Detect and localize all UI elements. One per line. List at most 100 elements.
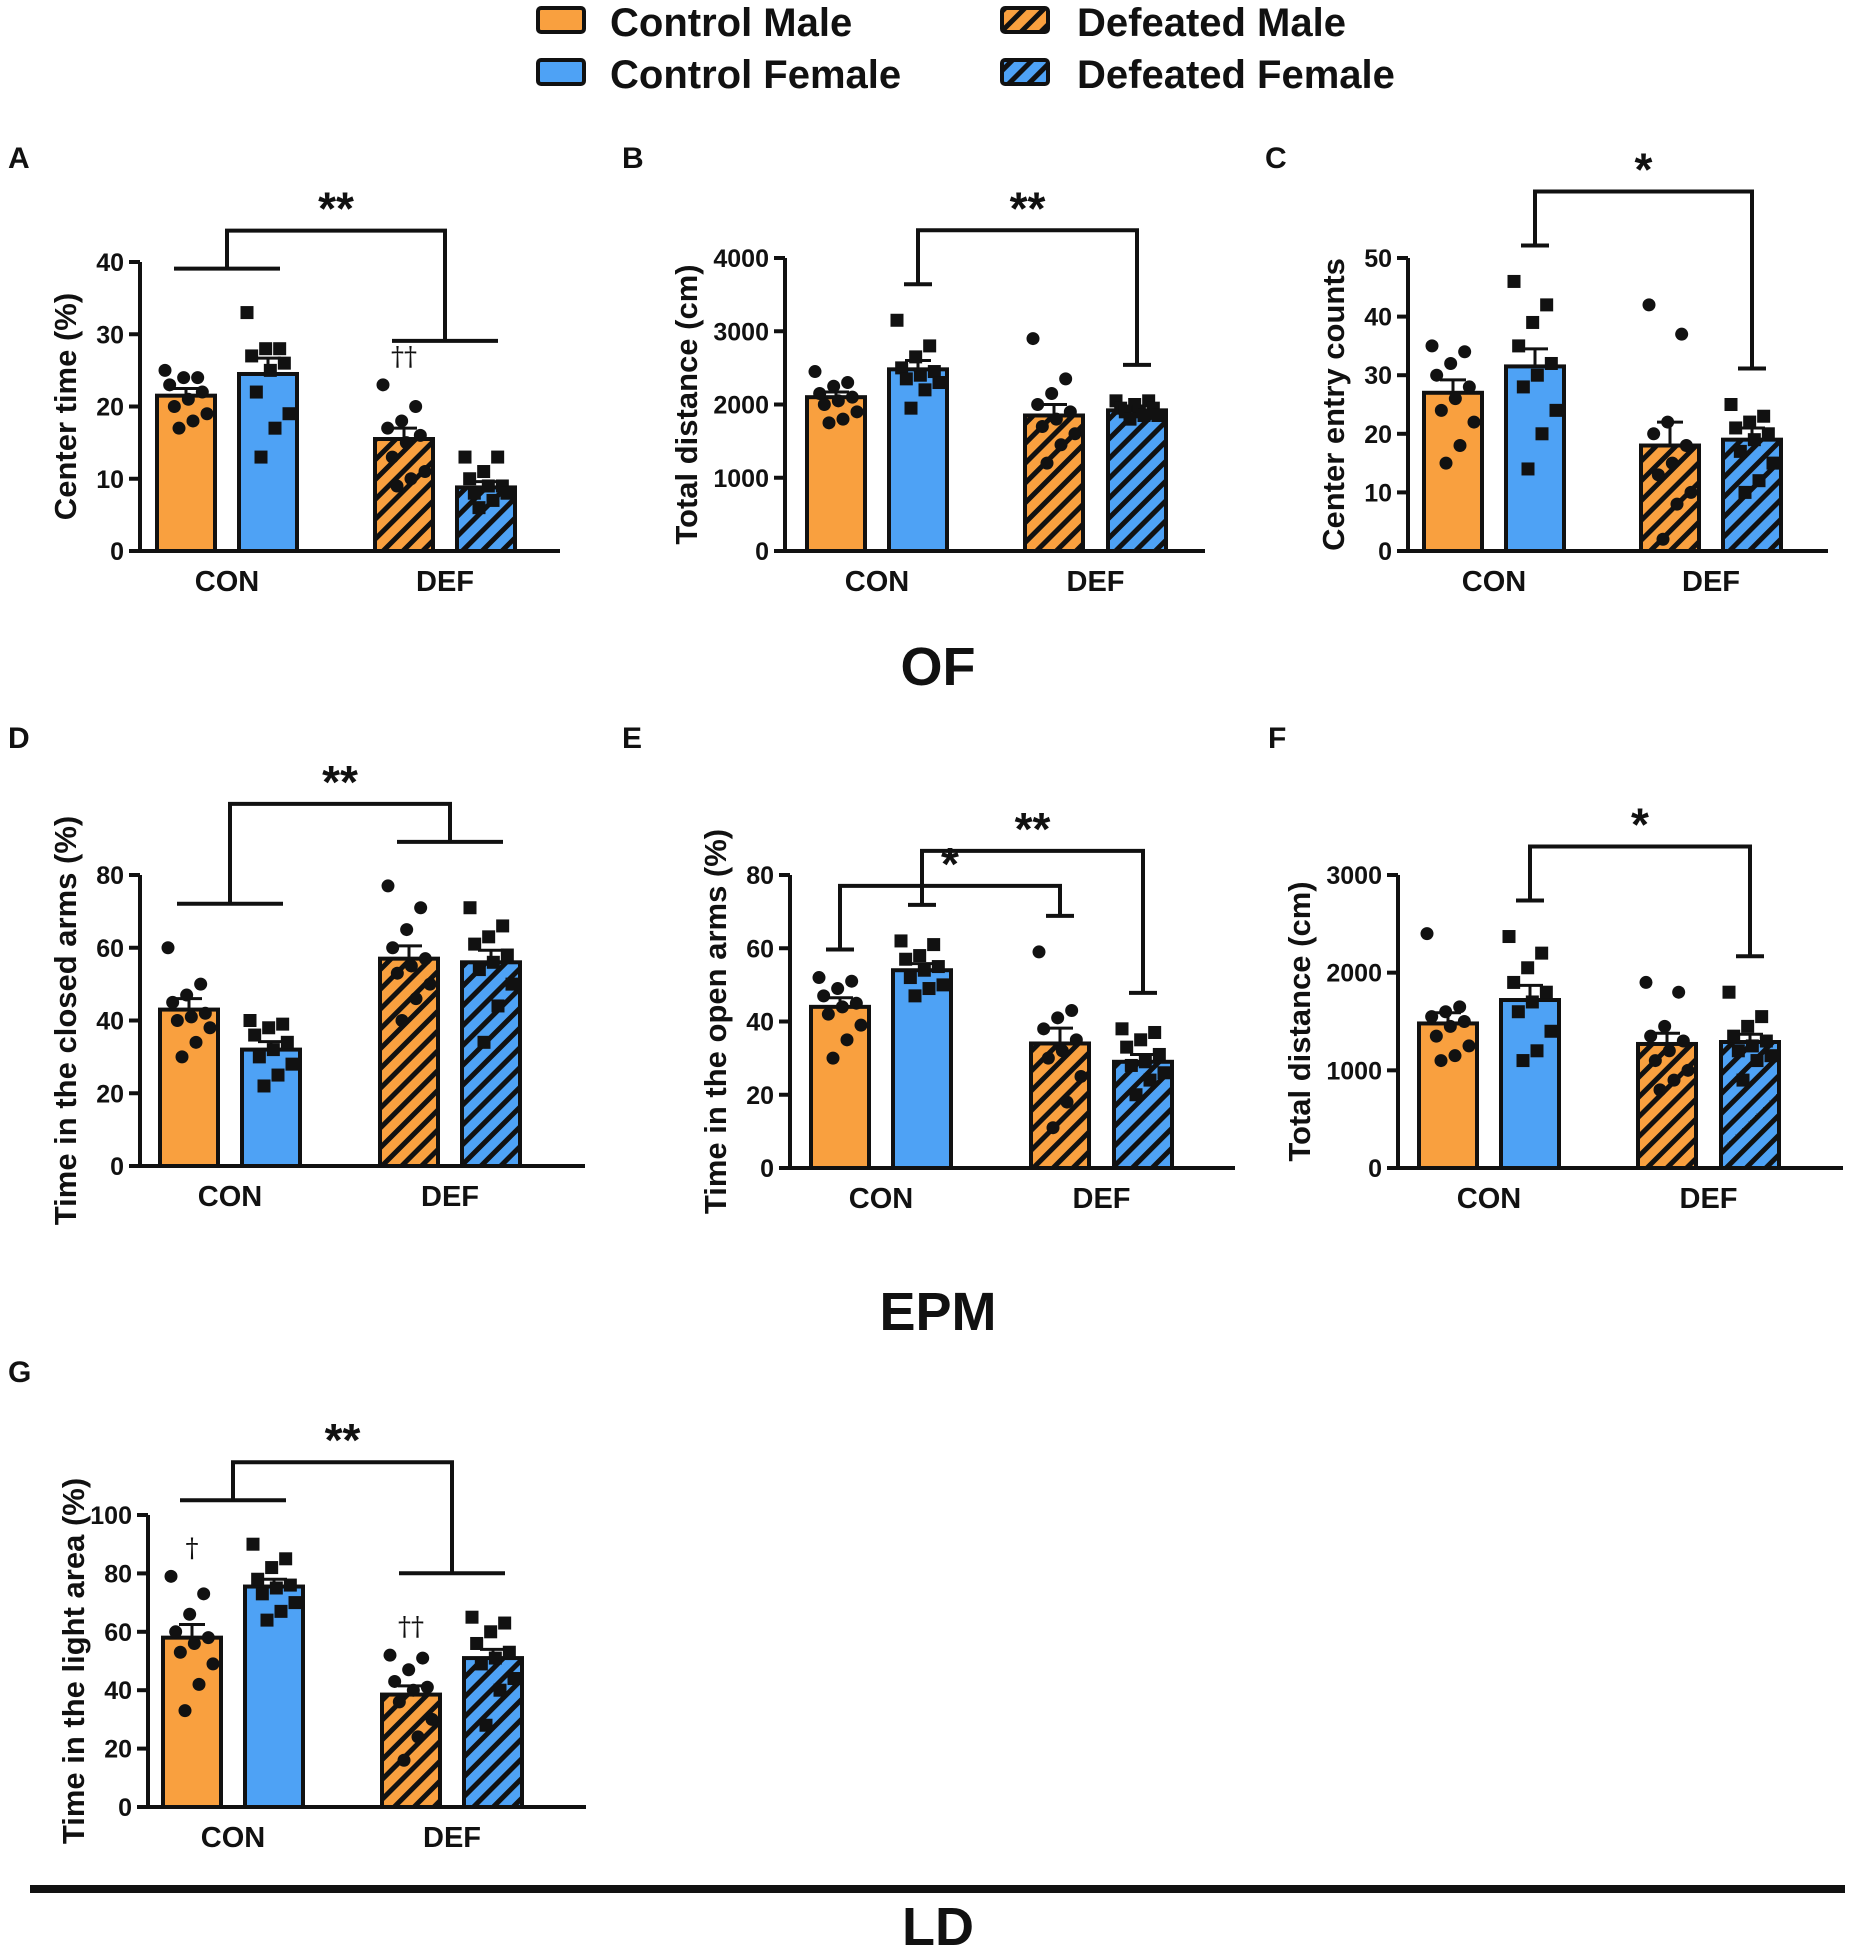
panel-a-significance-label: ** (318, 183, 354, 235)
panel-e-control-female-point (899, 952, 913, 966)
panel-c-y-tick-label: 30 (1364, 362, 1392, 390)
panel-a-control-female-point (282, 407, 296, 421)
panel-c-control-female-bar (1504, 364, 1566, 553)
panel-b-control-male-point (831, 394, 845, 408)
panel-b-defeated-male-point (1031, 398, 1045, 411)
panel-a-control-female-point (263, 363, 277, 377)
panel-d-y-tick-label: 20 (96, 1080, 124, 1108)
panel-e-defeated-male-point (1046, 1121, 1060, 1135)
panel-a-y-tick-label: 0 (110, 538, 124, 566)
panel-c-defeated-female-point (1743, 415, 1757, 429)
panel-a-defeated-male-point (404, 472, 418, 486)
panel-b-y-tick-label: 4000 (713, 245, 769, 273)
panel-a-defeated-female-point (491, 450, 505, 464)
panel-f-defeated-male-point (1672, 985, 1686, 999)
panel-a-defeated-female-point (500, 486, 514, 500)
panel-b-control-female-point (899, 372, 913, 386)
panel-e-defeated-male-point (1051, 1011, 1065, 1025)
panel-c-defeated-female-point (1724, 398, 1738, 411)
panel-a-defeated-male-point (395, 414, 409, 428)
panel-d-defeated-male-point (414, 901, 428, 915)
panel-e-letter: E (622, 722, 642, 755)
panel-g-defeated-female-point (498, 1616, 512, 1630)
panel-d-defeated-male-point (395, 1014, 409, 1027)
panel-e-control-male-point (817, 989, 831, 1003)
panel-f-defeated-female-point (1727, 1029, 1741, 1043)
panel-d-x-label-def: DEF (421, 1181, 479, 1213)
panel-c-defeated-male-point (1647, 427, 1661, 441)
panel-c-defeated-female-point (1752, 474, 1766, 488)
panel-c-control-female-point (1549, 403, 1563, 417)
panel-d-control-male-bar (158, 1007, 220, 1169)
panel-d-control-male-point (198, 1006, 212, 1020)
legend-label-control-female: Control Female (610, 53, 901, 97)
panel-c-letter: C (1265, 142, 1287, 175)
panel-d-y-tick-label: 0 (110, 1153, 124, 1181)
panel-f-defeated-male-point (1653, 1083, 1667, 1097)
panel-e-control-female-point (894, 934, 908, 948)
panel-b-control-female-point (932, 376, 946, 390)
panel-c-control-male-point (1444, 356, 1458, 370)
panel-a-letter: A (8, 142, 30, 175)
panel-g-control-male-point (197, 1587, 211, 1601)
panel-b-control-male-point (845, 390, 859, 404)
panel-a: A 0 10 20 30 40 Center time (%) CON DEF †† ** (8, 142, 560, 598)
panel-d-defeated-female-point (505, 977, 519, 991)
legend-label-defeated-female: Defeated Female (1077, 53, 1395, 97)
panel-f-defeated-female-point (1741, 1019, 1755, 1033)
panel-f-defeated-male-point (1667, 1073, 1681, 1087)
panel-c-control-male-point (1462, 380, 1476, 394)
panel-g-y-tick-label: 40 (104, 1677, 132, 1705)
panel-e-defeated-male-point (1074, 1069, 1088, 1083)
panel-a-control-male-point (181, 392, 195, 406)
panel-d-control-male-point (170, 1014, 184, 1027)
panel-d-control-male-point (166, 995, 180, 1009)
panel-g-defeated-female-point (493, 1683, 507, 1697)
panel-e-defeated-female-point (1115, 1022, 1129, 1036)
panel-f-control-female-point (1544, 1024, 1558, 1038)
panel-a-y-tick-label: 40 (96, 249, 124, 277)
panel-e-control-male-point (835, 1000, 849, 1014)
panel-a-control-male-point (172, 421, 186, 435)
panel-e-control-male-point (849, 996, 863, 1010)
panel-f-defeated-male-point (1658, 1019, 1672, 1033)
panel-g-defeated-male-point (406, 1683, 420, 1697)
panel-d-defeated-male-point (404, 959, 418, 973)
panel-b-control-male-point (841, 376, 855, 390)
panel-d-y-tick-label: 80 (96, 862, 124, 890)
panel-a-control-male-point (158, 363, 172, 377)
panel-a-control-male-point (163, 378, 177, 392)
panel-g-control-female-point (283, 1578, 297, 1592)
panel-a-x-label-con: CON (195, 566, 259, 598)
panel-e-control-female-point (936, 978, 950, 992)
panel-f-defeated-female-point (1755, 1010, 1769, 1024)
panel-d-defeated-female-point (472, 963, 486, 977)
panel-b-y-tick-label: 1000 (713, 465, 769, 493)
panel-g-control-male-point (178, 1704, 192, 1718)
panel-b-control-female-point (895, 361, 909, 375)
panel-b-x-label-def: DEF (1067, 566, 1125, 598)
panel-g-defeated-female-point (479, 1718, 493, 1732)
panel-g-control-male-point (173, 1645, 187, 1659)
panel-g-x-label-con: CON (201, 1822, 265, 1854)
panel-a-defeated-female-point (467, 486, 481, 500)
panel-d-control-female-point (252, 1050, 266, 1064)
panel-c-defeated-female-point (1766, 456, 1780, 470)
legend: Control Male Control Female Defeated Mal… (536, 1, 1395, 97)
panel-g-defeated-male-point (425, 1712, 439, 1726)
panel-d-control-male-point (194, 977, 208, 991)
panel-c-control-female-point (1540, 298, 1554, 312)
panel-b-y-tick-label: 3000 (713, 318, 769, 346)
panel-f-defeated-male-point (1648, 1054, 1662, 1068)
panel-d-control-female-point (266, 1043, 280, 1057)
panel-g-control-female-point (274, 1604, 288, 1618)
panel-a-control-female-point (249, 385, 263, 399)
panel-c-control-female-point (1535, 427, 1549, 441)
panel-f-control-male-point (1453, 1000, 1467, 1014)
panel-a-defeated-female-point (458, 450, 472, 464)
panel-d-defeated-female-point (500, 948, 514, 962)
panel-b: B 0 1000 2000 3000 4000 Total distance (cm) CON… (622, 142, 1205, 598)
panel-a-defeated-male-dagger-mark: †† (391, 342, 417, 372)
panel-g-control-female-point (265, 1561, 279, 1575)
